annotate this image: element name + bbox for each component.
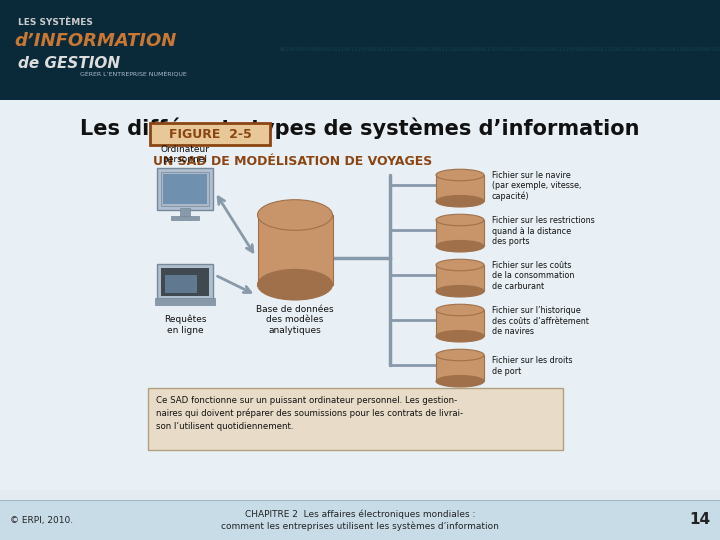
Bar: [436, 355, 484, 381]
Bar: [157, 264, 213, 300]
FancyBboxPatch shape: [150, 123, 270, 145]
Text: d’INFORMATION: d’INFORMATION: [14, 32, 176, 50]
Text: CHAPITRE 2  Les affaires électroniques mondiales :: CHAPITRE 2 Les affaires électroniques mo…: [245, 509, 475, 519]
Text: GÉRER L’ENTREPRISE NUMÉRIQUE: GÉRER L’ENTREPRISE NUMÉRIQUE: [80, 71, 186, 77]
Bar: [165, 275, 197, 293]
Bar: [171, 216, 199, 220]
Ellipse shape: [436, 330, 484, 342]
Ellipse shape: [436, 214, 484, 226]
Text: 14: 14: [689, 512, 710, 528]
Text: LES SYSTÈMES: LES SYSTÈMES: [18, 18, 93, 27]
Bar: [0, 0, 720, 100]
Text: de GESTION: de GESTION: [18, 56, 120, 71]
Ellipse shape: [436, 375, 484, 387]
Bar: [0, 100, 720, 490]
Bar: [436, 265, 484, 291]
Ellipse shape: [436, 286, 484, 297]
Bar: [163, 174, 207, 204]
Text: Les différents types de systèmes d’information: Les différents types de systèmes d’infor…: [80, 118, 640, 139]
Text: © ERPI, 2010.: © ERPI, 2010.: [10, 516, 73, 524]
Ellipse shape: [436, 304, 484, 316]
Ellipse shape: [436, 195, 484, 207]
Text: Fichier sur le navire
(par exemple, vitesse,
capacité): Fichier sur le navire (par exemple, vite…: [492, 171, 581, 201]
Ellipse shape: [436, 240, 484, 252]
Bar: [0, 500, 720, 540]
Text: Ce SAD fonctionne sur un puissant ordinateur personnel. Les gestion-
naires qui : Ce SAD fonctionne sur un puissant ordina…: [156, 396, 463, 431]
Text: Fichier sur l’historique
des coûts d’affrètement
de navires: Fichier sur l’historique des coûts d’aff…: [492, 306, 589, 336]
Text: Fichier sur les restrictions
quand à la distance
des ports: Fichier sur les restrictions quand à la …: [492, 216, 595, 246]
Text: UN SAD DE MODÉLISATION DE VOYAGES: UN SAD DE MODÉLISATION DE VOYAGES: [153, 155, 432, 168]
Text: 00100000100000001011001110010010111010101100001000111101101000011101000111001011: 0010000010000000101100111001001011101010…: [280, 48, 720, 52]
Bar: [157, 168, 213, 210]
Bar: [436, 310, 484, 336]
Bar: [180, 208, 190, 218]
Ellipse shape: [436, 259, 484, 271]
Bar: [0, 100, 720, 540]
Bar: [258, 215, 333, 285]
Bar: [161, 172, 209, 206]
Ellipse shape: [436, 349, 484, 361]
Text: Ordinateur
personnel: Ordinateur personnel: [161, 145, 210, 164]
Bar: [155, 298, 215, 305]
Text: FIGURE  2-5: FIGURE 2-5: [168, 127, 251, 140]
Bar: [436, 220, 484, 246]
Ellipse shape: [436, 169, 484, 181]
Bar: [436, 175, 484, 201]
Text: Base de données
des modèles
analytiques: Base de données des modèles analytiques: [256, 305, 334, 335]
Text: Fichier sur les droits
de port: Fichier sur les droits de port: [492, 356, 572, 376]
Text: Requêtes
en ligne: Requêtes en ligne: [163, 315, 206, 335]
Text: Fichier sur les coûts
de la consommation
de carburant: Fichier sur les coûts de la consommation…: [492, 261, 575, 291]
Ellipse shape: [258, 269, 333, 300]
Bar: [148, 388, 563, 450]
Text: comment les entreprises utilisent les systèmes d’information: comment les entreprises utilisent les sy…: [221, 521, 499, 531]
Bar: [161, 268, 209, 296]
Ellipse shape: [258, 200, 333, 230]
